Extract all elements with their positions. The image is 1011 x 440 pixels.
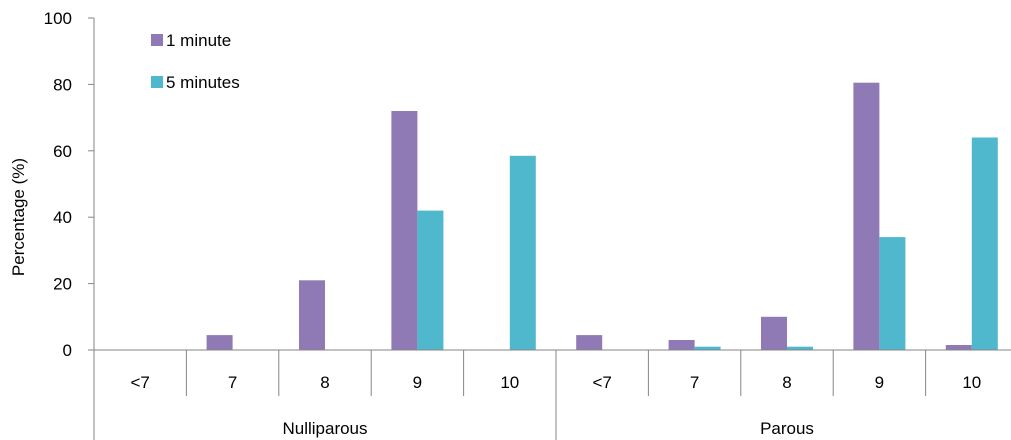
bar-five-minutes bbox=[972, 138, 998, 351]
bar-one-minute bbox=[576, 335, 602, 350]
x-category-label: 7 bbox=[228, 373, 237, 392]
bars bbox=[207, 83, 998, 350]
x-category-label: 10 bbox=[500, 373, 519, 392]
y-tick-label: 60 bbox=[53, 142, 72, 161]
legend-swatch bbox=[151, 76, 163, 88]
legend-label: 1 minute bbox=[166, 31, 231, 50]
y-tick-label: 100 bbox=[44, 9, 72, 28]
x-group-label: Parous bbox=[760, 419, 814, 438]
legend-swatch bbox=[151, 34, 163, 46]
bar-one-minute bbox=[946, 345, 972, 350]
legend: 1 minute 5 minutes bbox=[151, 31, 240, 92]
bar-one-minute bbox=[761, 317, 787, 350]
y-tick-label: 0 bbox=[63, 341, 72, 360]
bar-five-minutes bbox=[510, 156, 536, 350]
x-category-label: <7 bbox=[593, 373, 612, 392]
y-tick-label: 40 bbox=[53, 208, 72, 227]
bar-one-minute bbox=[207, 335, 233, 350]
bar-one-minute bbox=[669, 340, 695, 350]
y-axis-title: Percentage (%) bbox=[9, 158, 28, 276]
x-category-label: 9 bbox=[875, 373, 884, 392]
legend-label: 5 minutes bbox=[166, 73, 240, 92]
y-tick-label: 20 bbox=[53, 275, 72, 294]
x-category-label: 9 bbox=[413, 373, 422, 392]
x-category-label: 10 bbox=[962, 373, 981, 392]
bar-one-minute bbox=[853, 83, 879, 350]
x-axis: <7 7 8 9 10 <7 7 8 9 10 Nulliparous Parous bbox=[94, 350, 1011, 440]
bar-five-minutes bbox=[417, 211, 443, 350]
bar-one-minute bbox=[391, 111, 417, 350]
y-tick-label: 80 bbox=[53, 75, 72, 94]
x-category-label: <7 bbox=[131, 373, 150, 392]
y-axis: 0 20 40 60 80 100 bbox=[44, 9, 94, 360]
x-category-label: 8 bbox=[782, 373, 791, 392]
x-category-label: 8 bbox=[320, 373, 329, 392]
bar-five-minutes bbox=[879, 237, 905, 350]
x-category-label: 7 bbox=[690, 373, 699, 392]
bar-one-minute bbox=[299, 280, 325, 350]
x-group-label: Nulliparous bbox=[282, 419, 367, 438]
